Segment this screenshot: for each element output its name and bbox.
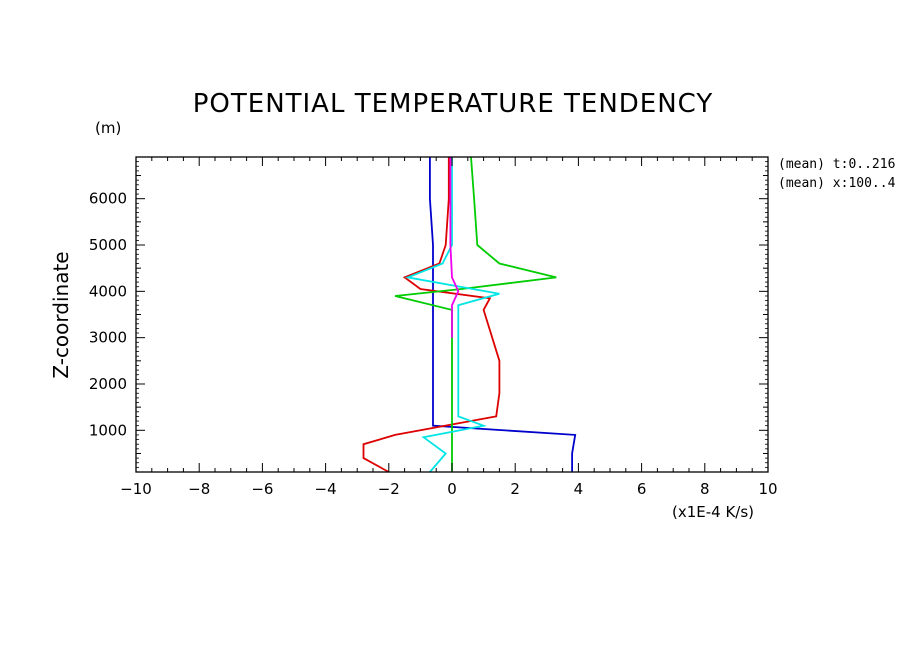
y-tick-label: 3000 <box>89 329 127 347</box>
series-line-1 <box>428 157 577 472</box>
series-line-3 <box>394 156 557 472</box>
y-tick-label: 1000 <box>89 421 127 439</box>
x-tick-label: 8 <box>700 480 710 498</box>
x-tick-label: −6 <box>251 480 273 498</box>
series-line-4 <box>404 157 500 473</box>
series-line-5 <box>449 157 460 338</box>
x-tick-label: −2 <box>378 480 400 498</box>
annotation-time-mean: (mean) t:0..216 <box>778 157 895 172</box>
y-tick-label: 5000 <box>89 236 127 254</box>
axes: −10 −8 −6 −4 −2 0 2 4 6 8 10 1000 2000 3000 4000 5000 60… <box>89 156 778 498</box>
series-line-2 <box>362 157 501 473</box>
x-tick-label: 10 <box>758 480 777 498</box>
y-axis-label: Z-coordinate <box>49 251 73 378</box>
y-unit-label: (m) <box>95 119 121 137</box>
x-tick-label: 4 <box>574 480 584 498</box>
y-tick-label: 6000 <box>89 190 127 208</box>
x-tick-label: 6 <box>637 480 647 498</box>
y-tick-label: 2000 <box>89 375 127 393</box>
chart-title: POTENTIAL TEMPERATURE TENDENCY <box>193 89 714 119</box>
x-tick-label: −10 <box>120 480 152 498</box>
x-unit-label: (x1E-4 K/s) <box>672 503 754 521</box>
x-tick-label: −4 <box>315 480 337 498</box>
x-tick-label: 2 <box>510 480 520 498</box>
x-tick-label: 0 <box>447 480 457 498</box>
annotation-x-mean: (mean) x:100..4 <box>778 176 896 191</box>
plot-area <box>362 156 577 473</box>
y-tick-label: 4000 <box>89 282 127 300</box>
x-tick-label: −8 <box>188 480 210 498</box>
